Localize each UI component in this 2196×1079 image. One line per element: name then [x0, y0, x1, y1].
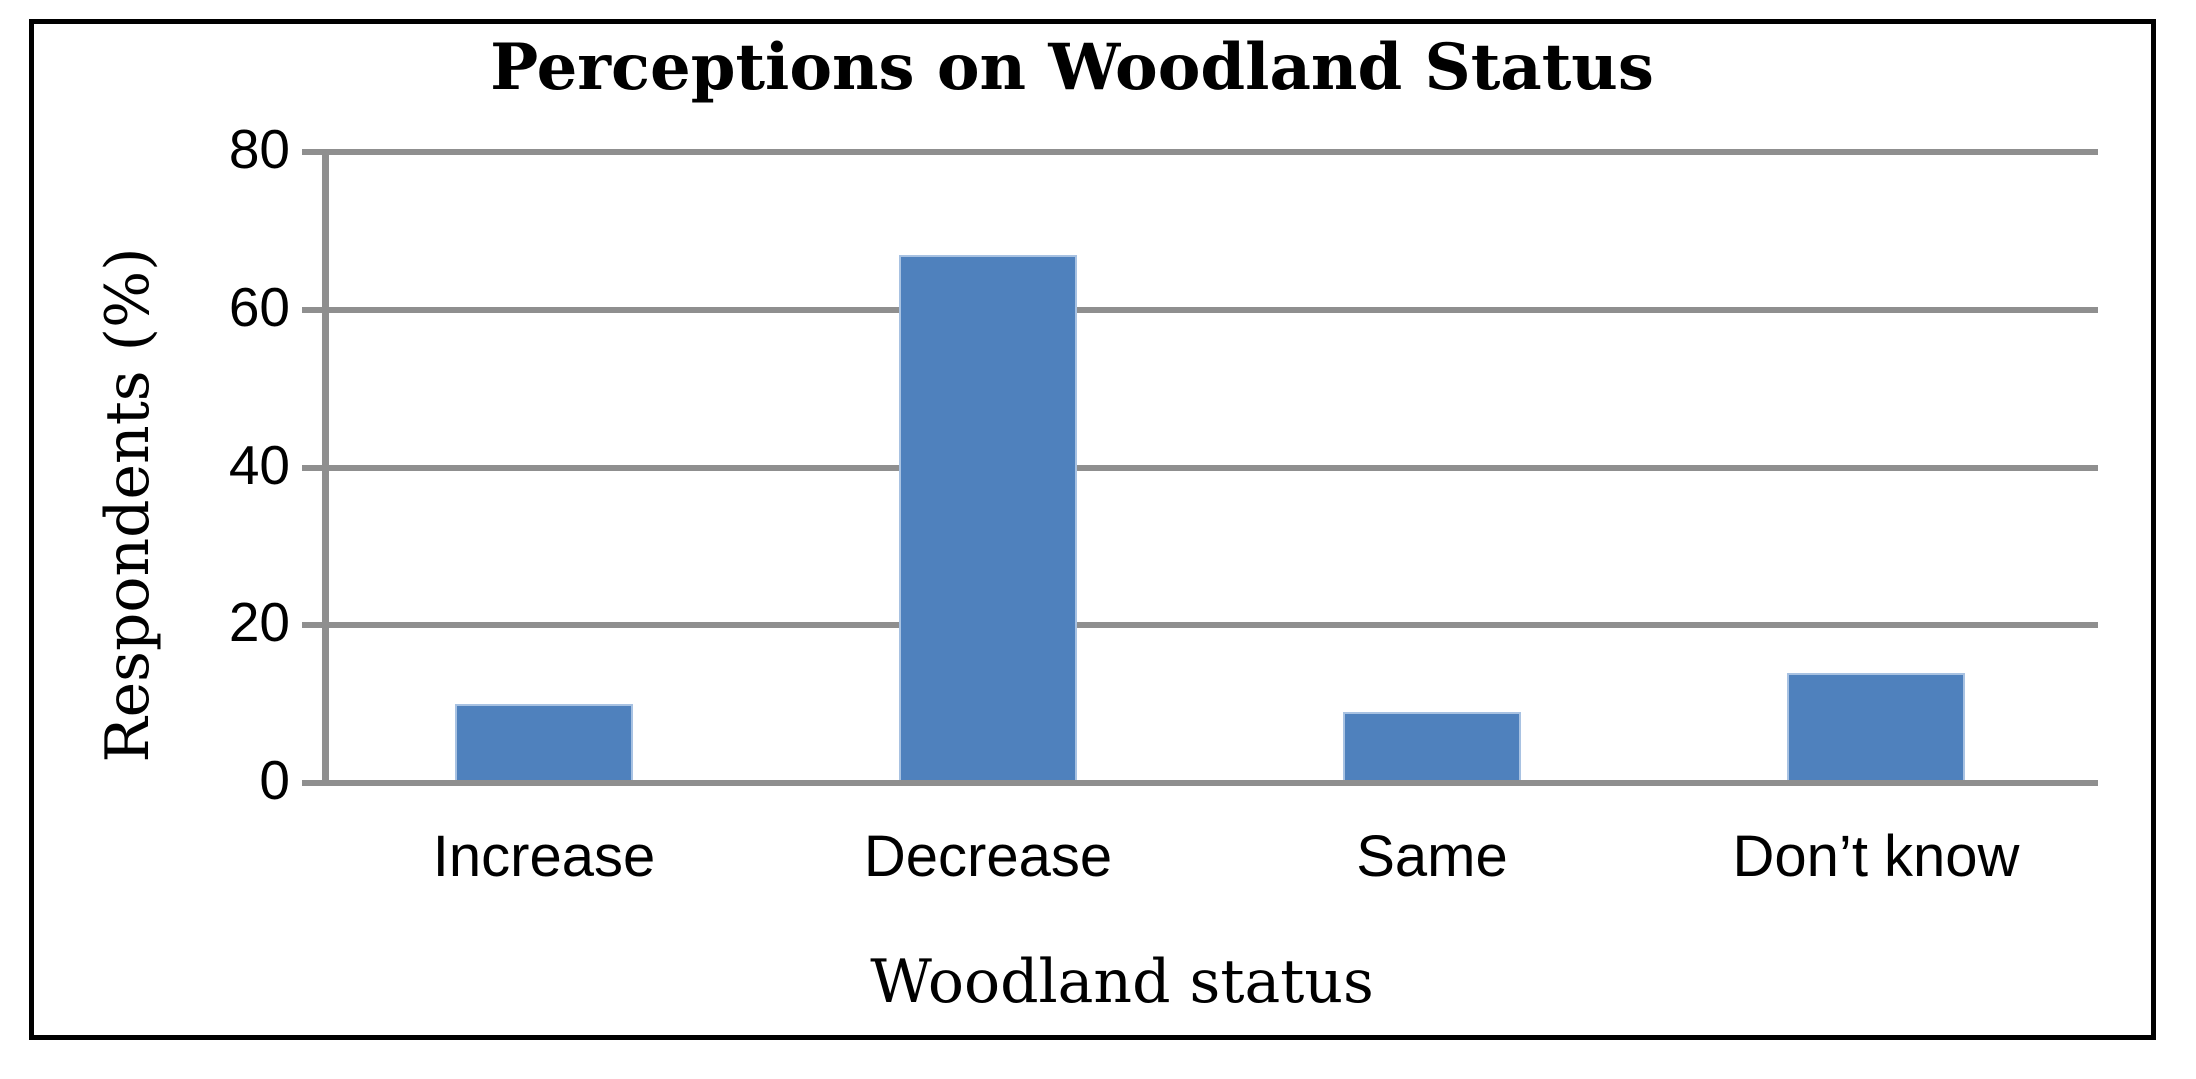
y-tick-label-20: 20	[228, 591, 290, 654]
y-tick-label-60: 60	[228, 275, 290, 338]
gridline-y-0	[302, 780, 2098, 786]
y-axis-line	[322, 152, 329, 786]
bar-decrease	[899, 254, 1077, 783]
gridline-y-60	[302, 306, 2098, 313]
bar-increase	[455, 704, 633, 783]
plot-area	[302, 149, 2098, 786]
x-category-label-same: Same	[1356, 824, 1508, 889]
figure-border	[29, 19, 2156, 1040]
gridline-y-80	[302, 149, 2098, 155]
gridline-y-40	[302, 464, 2098, 471]
y-tick-label-80: 80	[228, 118, 290, 180]
bar-same	[1343, 712, 1521, 783]
x-category-label-decrease: Decrease	[863, 824, 1113, 889]
y-tick-label-0: 0	[259, 749, 290, 811]
x-axis-title: Woodland status	[870, 947, 1374, 1017]
y-tick-label-40: 40	[228, 433, 290, 496]
x-category-label-don-t-know: Don’t know	[1732, 824, 2020, 889]
bar-don-t-know	[1787, 672, 1965, 783]
gridline-y-20	[302, 622, 2098, 629]
x-category-label-increase: Increase	[432, 824, 656, 889]
chart-title: Perceptions on Woodland Status	[490, 30, 1654, 105]
